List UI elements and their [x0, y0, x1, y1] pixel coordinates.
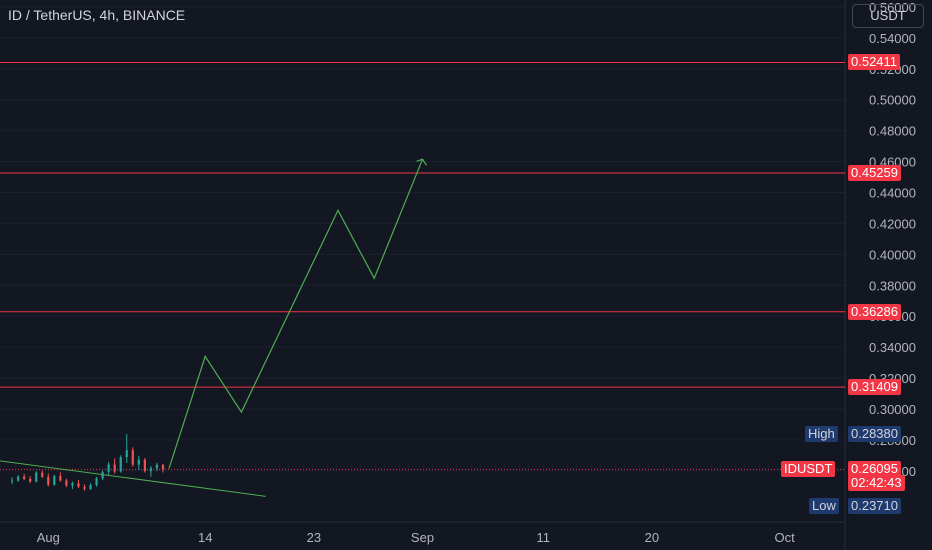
- y-tick-label: 0.38000: [869, 278, 916, 293]
- y-tick-label: 0.56000: [869, 0, 916, 15]
- candle: [83, 486, 86, 489]
- candle: [65, 480, 68, 486]
- candle: [113, 464, 116, 472]
- candle: [125, 450, 128, 458]
- y-tick-label: 0.42000: [869, 216, 916, 231]
- y-tick-label: 0.40000: [869, 247, 916, 262]
- high-label-tag: High: [805, 426, 838, 443]
- candle: [143, 459, 146, 472]
- level-price-tag: 0.31409: [848, 379, 901, 396]
- candle: [53, 476, 56, 485]
- candle: [119, 457, 122, 472]
- candle: [35, 472, 38, 482]
- trendline: [0, 460, 266, 497]
- current-price-tag: 0.26095: [848, 461, 901, 478]
- candle: [161, 464, 165, 470]
- candle: [10, 480, 14, 482]
- candle: [17, 476, 20, 481]
- low-price-tag: 0.23710: [848, 498, 901, 515]
- candle: [137, 459, 140, 465]
- x-tick-label: 14: [198, 530, 212, 545]
- candle: [89, 485, 92, 489]
- level-price-tag: 0.52411: [848, 54, 901, 71]
- projection-path: [168, 159, 424, 469]
- candle: [95, 478, 98, 486]
- candle: [71, 483, 74, 486]
- symbol-tag: IDUSDT: [781, 461, 836, 478]
- bar-countdown-tag: 02:42:43: [848, 475, 905, 492]
- candle: [77, 483, 80, 487]
- x-tick-label: Sep: [411, 530, 434, 545]
- candle: [59, 476, 62, 481]
- currency-button[interactable]: USDT: [852, 4, 924, 28]
- candle: [131, 450, 134, 465]
- y-tick-label: 0.34000: [869, 340, 916, 355]
- candle: [29, 478, 32, 482]
- x-tick-label: 23: [307, 530, 321, 545]
- y-tick-label: 0.48000: [869, 124, 916, 139]
- x-tick-label: Aug: [37, 530, 60, 545]
- candle: [101, 472, 104, 479]
- x-tick-label: 11: [536, 530, 550, 545]
- low-label-tag: Low: [809, 498, 839, 515]
- y-tick-label: 0.54000: [869, 31, 916, 46]
- y-tick-label: 0.44000: [869, 186, 916, 201]
- y-tick-label: 0.30000: [869, 402, 916, 417]
- candle: [149, 468, 152, 472]
- projection-arrowhead: [416, 158, 427, 166]
- x-tick-label: 20: [645, 530, 659, 545]
- high-price-tag: 0.28380: [848, 426, 901, 443]
- y-tick-label: 0.50000: [869, 93, 916, 108]
- candle: [41, 472, 44, 477]
- candle: [23, 476, 26, 479]
- candle: [107, 464, 110, 473]
- level-price-tag: 0.36286: [848, 303, 901, 320]
- candle: [47, 476, 50, 485]
- candle: [155, 464, 159, 469]
- chart-title: ID / TetherUS, 4h, BINANCE: [8, 7, 186, 23]
- x-tick-label: Oct: [775, 530, 796, 545]
- level-price-tag: 0.45259: [848, 165, 901, 182]
